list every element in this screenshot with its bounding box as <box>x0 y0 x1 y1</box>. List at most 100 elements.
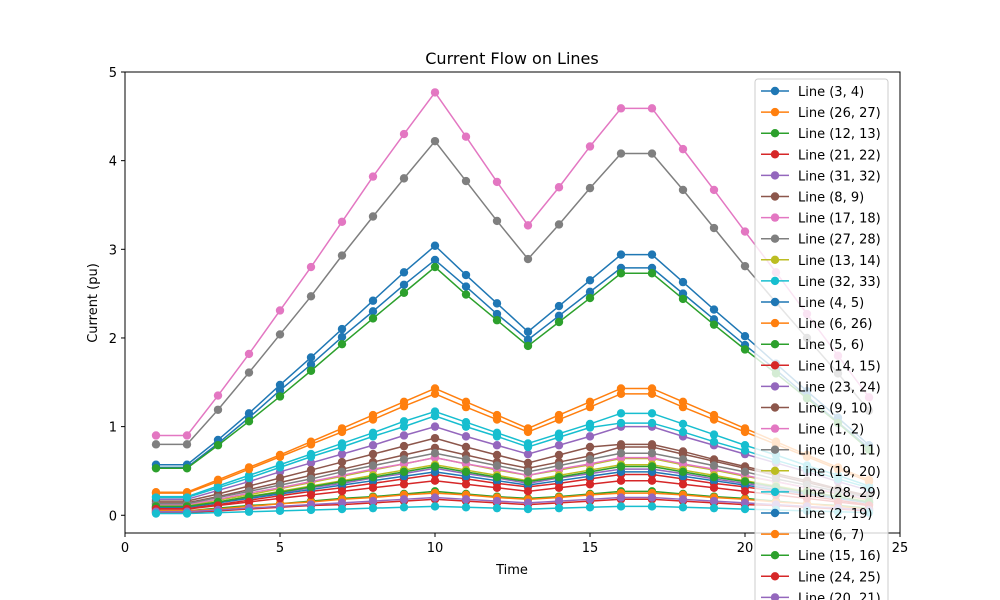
data-point <box>399 495 409 504</box>
data-point <box>616 502 626 511</box>
data-point <box>492 177 502 187</box>
data-point <box>461 495 471 504</box>
data-point <box>368 314 378 323</box>
data-point <box>740 261 750 271</box>
data-point <box>368 307 378 316</box>
legend-swatch-marker <box>770 403 780 412</box>
legend-label: Line (1, 2) <box>798 423 864 438</box>
data-point <box>647 449 657 458</box>
y-tick-label: 1 <box>109 421 117 436</box>
data-point <box>678 294 688 304</box>
legend-item: Line (5, 6) <box>761 338 864 353</box>
x-tick-label: 20 <box>737 541 754 556</box>
series-line <box>156 465 870 508</box>
y-axis: 0 1 2 3 4 5 <box>109 66 125 524</box>
legend-label: Line (15, 16) <box>798 549 881 564</box>
y-tick-label: 0 <box>109 509 117 524</box>
data-point <box>616 449 626 458</box>
legend-item: Line (21, 22) <box>761 148 881 163</box>
data-point <box>709 472 719 482</box>
data-point <box>244 368 254 377</box>
data-point <box>554 220 564 229</box>
data-point <box>585 442 595 452</box>
legend-item: Line (8, 9) <box>761 191 864 206</box>
data-point <box>275 330 285 339</box>
legend-item: Line (4, 5) <box>761 296 864 311</box>
data-point <box>399 503 409 512</box>
data-point <box>647 250 657 259</box>
legend-swatch-marker <box>770 361 780 370</box>
data-point <box>585 287 595 297</box>
data-point <box>554 483 564 492</box>
data-point <box>616 409 626 418</box>
legend-swatch-marker <box>770 318 780 328</box>
legend-item: Line (23, 24) <box>761 380 881 395</box>
data-point <box>368 496 378 506</box>
data-point <box>306 452 316 461</box>
legend-swatch-marker <box>770 445 780 454</box>
data-point <box>492 432 502 441</box>
series-line <box>156 425 870 501</box>
legend-label: Line (6, 26) <box>798 317 872 332</box>
data-point <box>492 472 502 482</box>
data-point <box>399 129 409 139</box>
data-point <box>523 254 533 264</box>
data-point <box>554 317 564 327</box>
data-point <box>585 503 595 512</box>
data-point <box>709 223 719 233</box>
data-point <box>213 441 223 450</box>
data-point <box>461 467 471 477</box>
data-point <box>275 494 285 503</box>
legend: Line (3, 4) Line (26, 27) Line (12, 13) Lin… <box>754 78 889 600</box>
data-point <box>151 431 161 440</box>
data-point <box>554 450 564 460</box>
data-point <box>740 477 750 486</box>
legend-swatch-marker <box>770 593 780 600</box>
data-point <box>647 389 657 399</box>
legend-label: Line (19, 20) <box>798 465 881 480</box>
legend-swatch-marker <box>770 340 780 349</box>
legend-swatch-marker <box>770 150 780 159</box>
series-line <box>156 91 870 437</box>
legend-item: Line (28, 29) <box>761 486 881 501</box>
data-point <box>399 441 409 451</box>
data-point <box>523 487 533 496</box>
data-point <box>616 389 626 399</box>
legend-swatch-marker <box>770 129 780 138</box>
legend-swatch-marker <box>770 255 780 264</box>
data-point <box>151 493 161 502</box>
data-point <box>492 415 502 424</box>
data-point <box>306 474 316 484</box>
data-point <box>368 503 378 513</box>
series-line <box>156 496 870 513</box>
data-point <box>647 493 657 502</box>
legend-label: Line (17, 18) <box>798 212 881 227</box>
series-line <box>156 446 870 504</box>
data-point <box>244 349 254 359</box>
data-point <box>585 142 595 151</box>
data-point <box>647 104 657 113</box>
data-point <box>709 483 719 492</box>
data-point <box>740 487 750 496</box>
data-point <box>492 441 502 450</box>
data-point <box>399 422 409 431</box>
data-point <box>740 331 750 341</box>
data-point <box>554 415 564 424</box>
legend-label: Line (6, 7) <box>798 528 864 543</box>
data-point <box>399 174 409 183</box>
legend-item: Line (6, 7) <box>761 528 864 543</box>
data-point <box>492 503 502 513</box>
data-point <box>306 366 316 375</box>
legend-label: Line (12, 13) <box>798 127 881 142</box>
data-point <box>430 136 440 146</box>
data-point <box>616 418 626 428</box>
data-point <box>461 282 471 291</box>
legend-label: Line (32, 33) <box>798 275 881 290</box>
data-point <box>368 432 378 441</box>
series-line <box>156 410 870 498</box>
data-point <box>678 427 688 437</box>
legend-label: Line (31, 32) <box>798 169 881 184</box>
data-point <box>430 389 440 399</box>
x-tick-label: 15 <box>582 541 599 556</box>
data-point <box>523 467 533 477</box>
